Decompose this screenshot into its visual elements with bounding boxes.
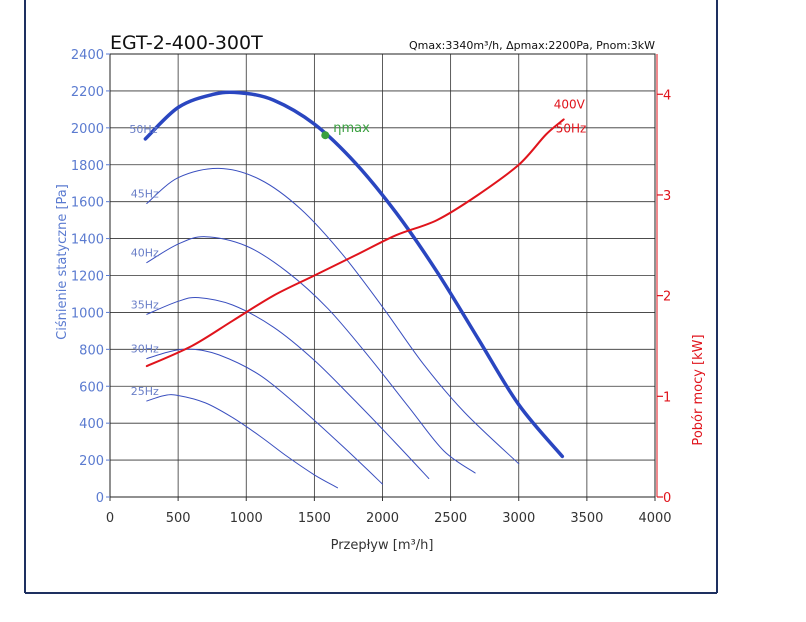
series-curves	[143, 90, 565, 489]
series-label-40hz: 40Hz	[131, 247, 159, 260]
series-line-25hz	[146, 394, 338, 489]
series-line-35hz	[146, 296, 430, 479]
y2-tick-label: 4	[663, 88, 671, 103]
y-tick-label: 400	[79, 417, 104, 432]
series-line-50hz	[143, 90, 565, 459]
x-tick-label: 3500	[570, 511, 603, 526]
y-tick-label: 2400	[71, 48, 104, 63]
y-tick-label: 1400	[71, 233, 104, 248]
x-tick-label: 1500	[298, 511, 331, 526]
y-tick-label: 1800	[71, 159, 104, 174]
series-label-50hz: 50Hz	[129, 123, 157, 136]
x-tick-label: 4000	[638, 511, 671, 526]
series-line-40hz	[146, 236, 476, 474]
y-tick-label: 1000	[71, 306, 104, 321]
x-tick-label: 1000	[230, 511, 263, 526]
y-tick-label: 200	[79, 454, 104, 469]
x-tick-label: 2500	[434, 511, 467, 526]
y-tick-label: 1200	[71, 270, 104, 285]
eta-max-label: ηmax	[333, 121, 370, 136]
y2-tick-label: 3	[663, 189, 671, 204]
y-tick-label: 800	[79, 343, 104, 358]
eta-max-point	[321, 131, 330, 140]
x-tick-label: 2000	[366, 511, 399, 526]
series-label-30hz: 30Hz	[131, 343, 159, 356]
chart-subtitle: Qmax:3340m³/h, Δpmax:2200Pa, Pnom:3kW	[409, 39, 655, 52]
y-tick-label: 2000	[71, 122, 104, 137]
y-tick-label: 2200	[71, 85, 104, 100]
series-line-30hz	[146, 348, 383, 485]
x-axis-title: Przepływ [m³/h]	[331, 538, 434, 553]
x-tick-label: 3000	[502, 511, 535, 526]
x-tick-label: 0	[106, 511, 114, 526]
y-axis-title: Ciśnienie statyczne [Pa]	[55, 184, 70, 340]
y2-tick-label: 2	[663, 290, 671, 305]
x-tick-label: 500	[166, 511, 191, 526]
y2-tick-label: 0	[663, 491, 671, 506]
y2-axis-title: Pobór mocy [kW]	[691, 334, 706, 445]
power-series-label-voltage: 400V	[554, 97, 586, 111]
y-tick-label: 1600	[71, 196, 104, 211]
axes: 0 500 1000 1500 2000 2500 3000 3500 4000 0 200 400 6…	[71, 48, 672, 526]
grid	[109, 53, 656, 498]
series-label-25hz: 25Hz	[131, 385, 159, 398]
series-label-45hz: 45Hz	[131, 188, 159, 201]
series-line-45hz	[146, 167, 520, 465]
chart-title: EGT-2-400-300T	[110, 32, 263, 54]
series-label-35hz: 35Hz	[131, 298, 159, 311]
power-series-label-frequency: 50Hz	[556, 121, 587, 135]
series-line-400v-50hz	[145, 118, 565, 368]
y2-tick-label: 1	[663, 390, 671, 405]
y-tick-label: 0	[96, 491, 104, 506]
series-labels: 50Hz 45Hz 40Hz 35Hz 30Hz 25Hz	[129, 123, 159, 398]
y-tick-label: 600	[79, 380, 104, 395]
